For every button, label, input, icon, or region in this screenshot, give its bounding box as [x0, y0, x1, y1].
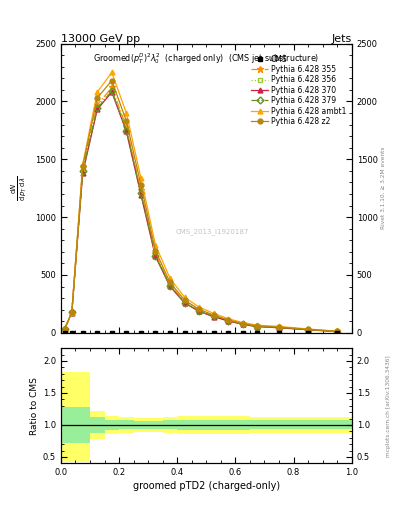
Text: Groomed$(p_T^D)^2\lambda_0^2$  (charged only)  (CMS jet substructure): Groomed$(p_T^D)^2\lambda_0^2$ (charged o…: [93, 51, 320, 66]
Text: Rivet 3.1.10, ≥ 3.2M events: Rivet 3.1.10, ≥ 3.2M events: [381, 147, 386, 229]
Y-axis label: $\frac{1}{\mathrm{d}N}$
$\frac{\mathrm{d}N}{\mathrm{d}\,p_T\,\mathrm{d}\,\lambda: $\frac{1}{\mathrm{d}N}$ $\frac{\mathrm{d…: [0, 176, 29, 201]
Text: mcplots.cern.ch [arXiv:1306.3436]: mcplots.cern.ch [arXiv:1306.3436]: [386, 355, 391, 457]
Text: CMS_2013_I1920187: CMS_2013_I1920187: [175, 228, 249, 235]
Legend: CMS, Pythia 6.428 355, Pythia 6.428 356, Pythia 6.428 370, Pythia 6.428 379, Pyt: CMS, Pythia 6.428 355, Pythia 6.428 356,…: [250, 53, 348, 127]
Text: 13000 GeV pp: 13000 GeV pp: [61, 33, 140, 44]
Text: Jets: Jets: [331, 33, 352, 44]
Y-axis label: Ratio to CMS: Ratio to CMS: [30, 377, 39, 435]
X-axis label: groomed pTD2 (charged-only): groomed pTD2 (charged-only): [133, 481, 280, 492]
